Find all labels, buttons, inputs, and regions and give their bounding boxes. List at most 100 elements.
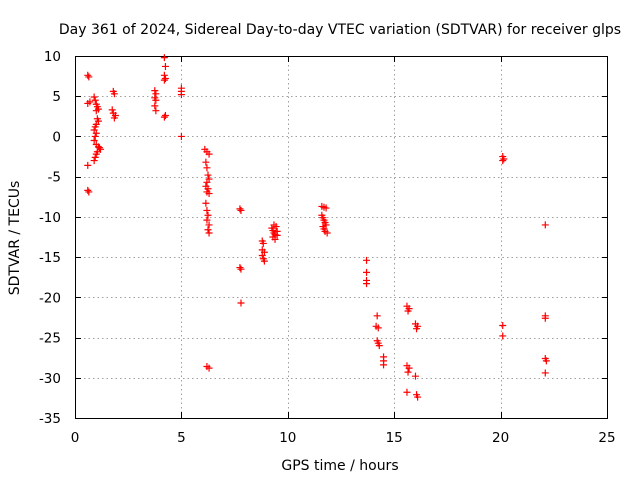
data-point	[205, 364, 213, 372]
data-point	[541, 221, 549, 229]
data-point	[110, 114, 118, 122]
data-point	[90, 136, 98, 144]
data-point	[203, 216, 211, 224]
data-point	[375, 342, 383, 350]
data-point	[152, 90, 160, 98]
grid	[75, 56, 607, 418]
data-point	[91, 123, 99, 131]
data-point	[322, 221, 330, 229]
y-tick-label: 5	[52, 89, 61, 105]
data-point	[322, 204, 330, 212]
y-tick-label: -15	[39, 250, 61, 266]
data-point	[108, 106, 116, 114]
y-tick-label: 0	[52, 129, 61, 145]
y-tick-label: -35	[39, 411, 61, 427]
data-point	[499, 332, 507, 340]
data-point	[258, 252, 266, 260]
data-point	[236, 264, 244, 272]
data-point	[499, 157, 507, 165]
data-point	[271, 235, 279, 243]
y-tick-label: -30	[39, 371, 61, 387]
x-tick-label: 10	[279, 430, 296, 446]
data-point	[205, 229, 213, 237]
data-point	[204, 185, 212, 193]
x-axis-label: GPS time / hours	[281, 458, 398, 474]
x-tick-label: 5	[177, 430, 186, 446]
data-point	[160, 76, 168, 84]
data-point	[273, 231, 281, 239]
data-point	[95, 144, 103, 152]
data-point	[161, 62, 169, 70]
data-point	[92, 150, 100, 158]
data-point	[92, 107, 100, 115]
x-tick-label: 25	[598, 430, 615, 446]
data-point	[380, 361, 388, 369]
data-point	[85, 73, 93, 81]
data-point	[110, 90, 118, 98]
y-tick-label: -5	[48, 170, 61, 186]
data-point	[403, 388, 411, 396]
data-point	[404, 307, 412, 315]
data-point	[203, 178, 211, 186]
data-point	[270, 221, 278, 229]
data-point	[152, 96, 160, 104]
data-point	[411, 372, 419, 380]
data-point	[160, 54, 168, 62]
y-tick-label: 10	[44, 49, 61, 65]
data-point	[363, 280, 371, 288]
data-point	[541, 314, 549, 322]
y-tick-label: -20	[39, 290, 61, 306]
data-point	[204, 171, 212, 179]
data-point	[205, 221, 213, 229]
data-point	[414, 393, 422, 401]
data-point	[202, 199, 210, 207]
data-point	[152, 107, 160, 115]
data-points	[84, 54, 550, 401]
data-point	[91, 96, 99, 104]
data-point	[413, 325, 421, 333]
y-tick-label: -10	[39, 210, 61, 226]
data-point	[405, 364, 413, 372]
data-point	[177, 132, 185, 140]
data-point	[90, 93, 98, 101]
tick-labels: 0 5 10 15 20 25 -35 -30 -25 -20 -15 -10 -5 0 5 10	[39, 49, 616, 446]
data-point	[499, 321, 507, 329]
data-point	[85, 188, 93, 196]
data-point	[92, 129, 100, 137]
data-point	[237, 265, 245, 273]
data-point	[237, 299, 245, 307]
data-point	[203, 164, 211, 172]
data-point	[541, 369, 549, 377]
data-point	[205, 150, 213, 158]
data-point	[84, 186, 92, 194]
data-point	[84, 161, 92, 169]
data-point	[151, 87, 159, 95]
chart-title: Day 361 of 2024, Sidereal Day-to-day VTE…	[59, 22, 621, 38]
data-point	[203, 206, 211, 214]
data-point	[86, 98, 94, 106]
data-point	[237, 206, 245, 214]
data-point	[161, 75, 169, 83]
x-tick-label: 20	[492, 430, 509, 446]
data-point	[374, 324, 382, 332]
y-axis-label: SDTVAR / TECUs	[7, 181, 23, 296]
data-point	[500, 155, 508, 163]
data-point	[161, 112, 169, 120]
data-point	[202, 158, 210, 166]
data-point	[259, 239, 267, 247]
data-point	[260, 257, 268, 265]
data-point	[90, 157, 98, 165]
data-point	[323, 229, 331, 237]
data-point	[542, 357, 550, 365]
data-point	[177, 91, 185, 99]
plot-frame	[75, 56, 608, 419]
data-point	[204, 226, 212, 234]
x-tick-label: 15	[386, 430, 403, 446]
data-point	[84, 71, 92, 79]
data-point	[205, 190, 213, 198]
data-point	[160, 113, 168, 121]
data-point	[91, 153, 99, 161]
data-point	[373, 312, 381, 320]
